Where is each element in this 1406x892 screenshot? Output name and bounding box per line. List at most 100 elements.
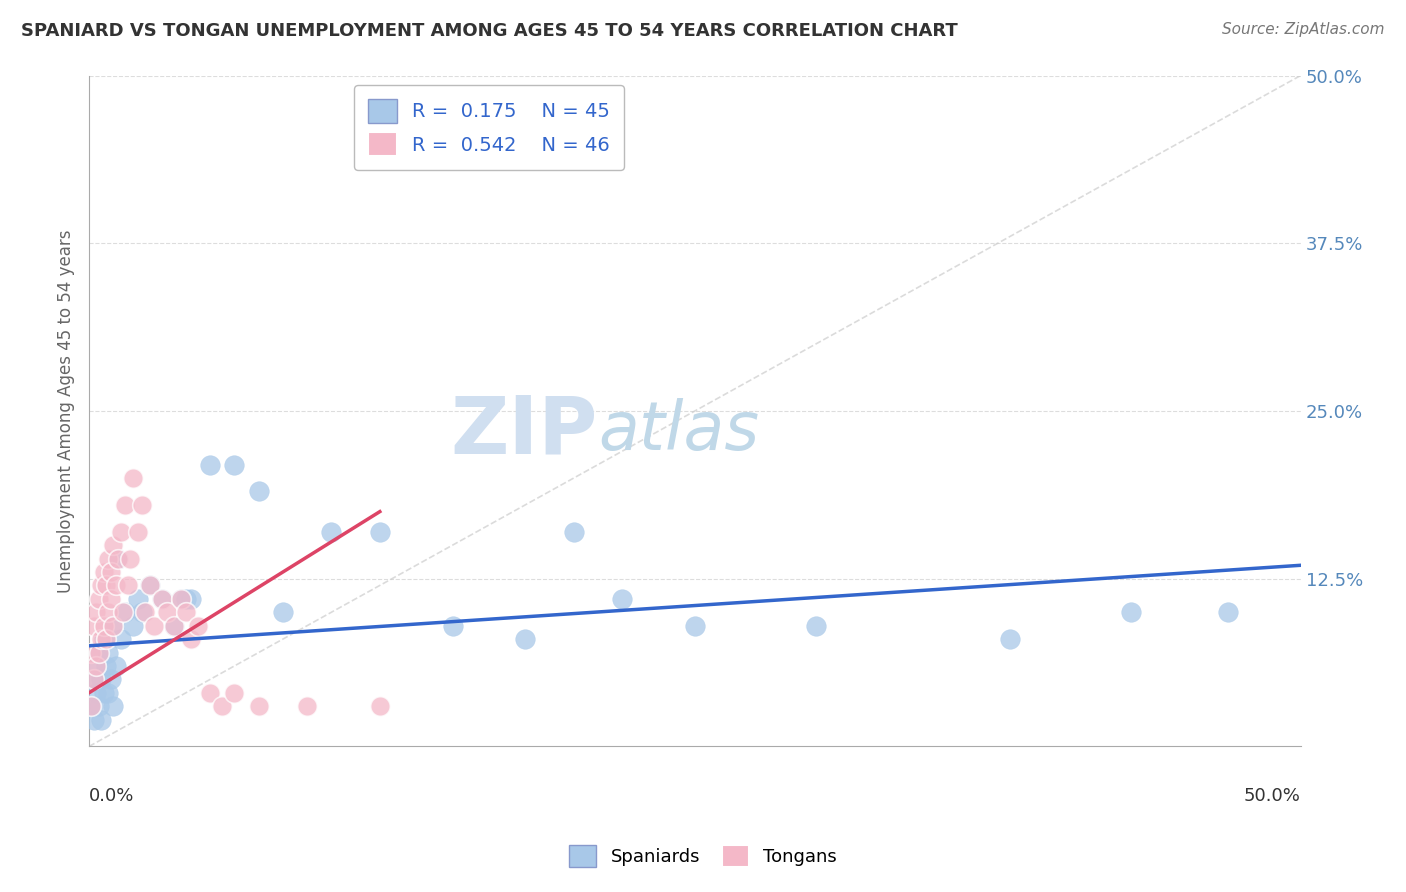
Point [138, 578, 160, 592]
Point [321, 524, 343, 539]
Point [150, 591, 173, 606]
Point [134, 605, 156, 619]
Point [86, 605, 108, 619]
Point [114, 605, 136, 619]
Point [87, 591, 110, 606]
Point [170, 591, 193, 606]
Point [1119, 605, 1142, 619]
Point [90, 578, 112, 592]
Text: atlas: atlas [598, 398, 759, 464]
Point [131, 498, 153, 512]
Point [110, 632, 132, 646]
Point [247, 484, 270, 499]
Point [100, 565, 122, 579]
Point [87, 699, 110, 714]
Point [97, 686, 120, 700]
Point [441, 618, 464, 632]
Point [83, 673, 105, 687]
Point [90, 673, 112, 687]
Point [127, 591, 149, 606]
Point [93, 565, 115, 579]
Point [200, 458, 222, 472]
Point [150, 591, 173, 606]
Point [86, 659, 108, 673]
Point [114, 498, 136, 512]
Point [163, 618, 186, 632]
Point [90, 632, 112, 646]
Point [170, 591, 193, 606]
Point [87, 646, 110, 660]
Point [104, 659, 127, 673]
Text: SPANIARD VS TONGAN UNEMPLOYMENT AMONG AGES 45 TO 54 YEARS CORRELATION CHART: SPANIARD VS TONGAN UNEMPLOYMENT AMONG AG… [21, 22, 957, 40]
Point [90, 713, 112, 727]
Point [83, 713, 105, 727]
Point [515, 632, 537, 646]
Point [93, 632, 115, 646]
Point [86, 659, 108, 673]
Point [180, 591, 202, 606]
Legend: R =  0.175    N = 45, R =  0.542    N = 46: R = 0.175 N = 45, R = 0.542 N = 46 [354, 86, 624, 169]
Point [97, 551, 120, 566]
Point [998, 632, 1021, 646]
Point [683, 618, 706, 632]
Legend: Spaniards, Tongans: Spaniards, Tongans [562, 838, 844, 874]
Point [86, 686, 108, 700]
Point [271, 605, 294, 619]
Point [111, 605, 134, 619]
Point [107, 551, 129, 566]
Text: 50.0%: 50.0% [1244, 787, 1301, 805]
Point [94, 632, 117, 646]
Point [562, 524, 585, 539]
Text: ZIP: ZIP [451, 392, 598, 470]
Point [200, 686, 222, 700]
Point [163, 618, 186, 632]
Point [107, 551, 129, 566]
Point [80, 699, 103, 714]
Point [97, 646, 120, 660]
Point [174, 591, 197, 606]
Point [100, 673, 122, 687]
Point [1216, 605, 1239, 619]
Point [80, 699, 103, 714]
Point [80, 646, 103, 660]
Y-axis label: Unemployment Among Ages 45 to 54 years: Unemployment Among Ages 45 to 54 years [58, 229, 75, 592]
Point [187, 618, 209, 632]
Point [104, 578, 127, 592]
Point [143, 618, 166, 632]
Point [804, 618, 827, 632]
Point [94, 578, 117, 592]
Point [93, 686, 115, 700]
Point [127, 524, 149, 539]
Point [131, 605, 153, 619]
Point [180, 632, 202, 646]
Point [224, 458, 246, 472]
Point [138, 578, 160, 592]
Point [94, 659, 117, 673]
Text: 0.0%: 0.0% [89, 787, 135, 805]
Point [97, 605, 120, 619]
Point [612, 591, 634, 606]
Point [295, 699, 318, 714]
Point [83, 618, 105, 632]
Point [83, 673, 105, 687]
Point [121, 618, 143, 632]
Point [103, 618, 125, 632]
Point [211, 699, 233, 714]
Point [103, 538, 125, 552]
Point [224, 686, 246, 700]
Point [117, 578, 139, 592]
Point [110, 524, 132, 539]
Point [87, 646, 110, 660]
Point [93, 618, 115, 632]
Point [103, 699, 125, 714]
Point [247, 699, 270, 714]
Point [103, 618, 125, 632]
Point [155, 605, 177, 619]
Text: Source: ZipAtlas.com: Source: ZipAtlas.com [1222, 22, 1385, 37]
Point [174, 605, 197, 619]
Point [368, 699, 391, 714]
Point [120, 551, 142, 566]
Point [121, 471, 143, 485]
Point [100, 591, 122, 606]
Point [368, 524, 391, 539]
